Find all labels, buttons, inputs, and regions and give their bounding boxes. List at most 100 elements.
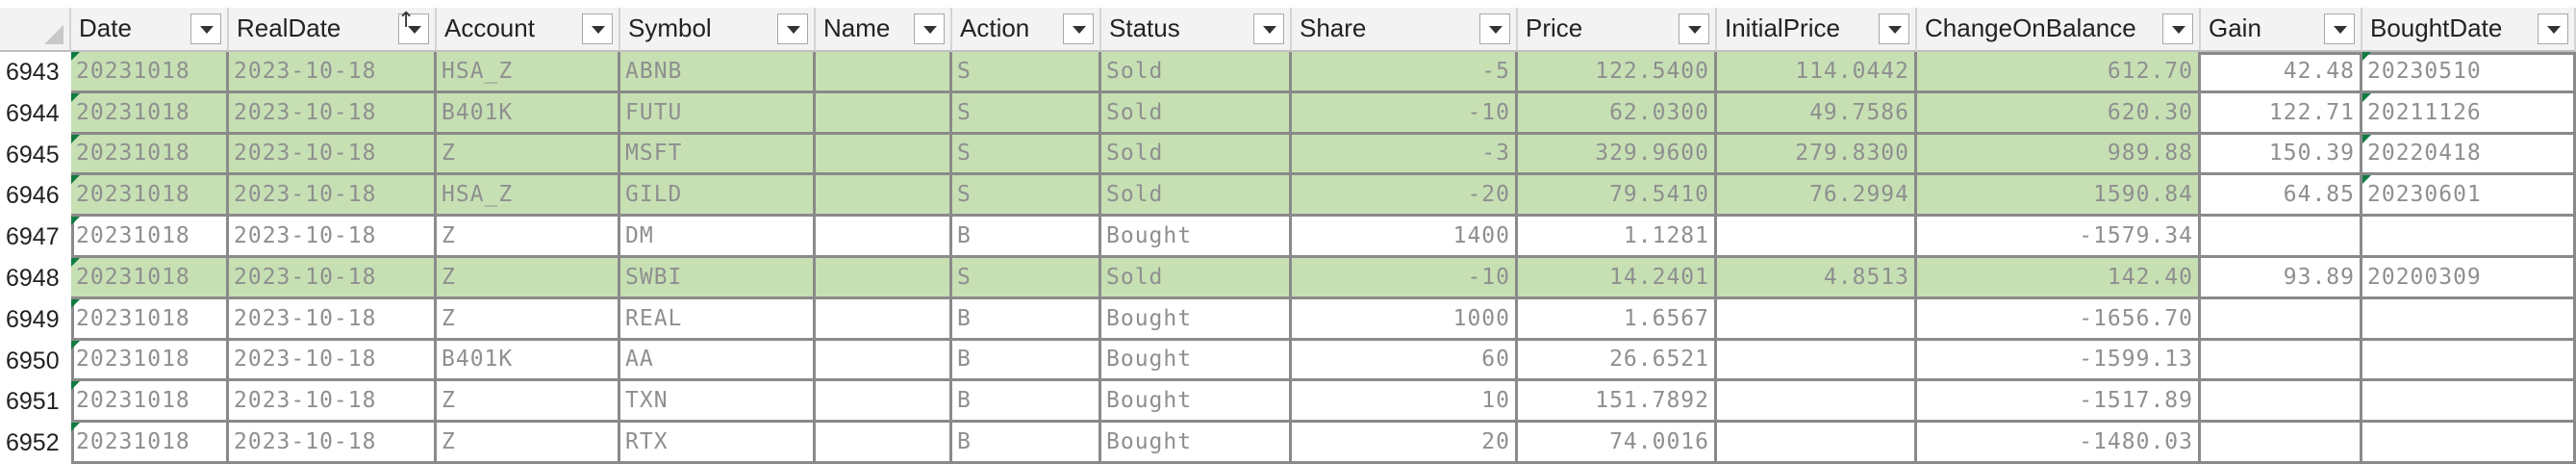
table-cell-share[interactable]: -10 bbox=[1292, 92, 1518, 135]
column-header-price[interactable]: Price bbox=[1518, 8, 1717, 52]
table-cell-name[interactable] bbox=[816, 134, 952, 176]
table-cell-changeonbalance[interactable]: -1599.13 bbox=[1917, 340, 2201, 382]
chevron-down-icon[interactable] bbox=[1679, 13, 1709, 44]
chevron-down-icon[interactable] bbox=[777, 13, 808, 44]
table-cell-date[interactable]: 20231018 bbox=[71, 52, 229, 93]
table-cell-date[interactable]: 20231018 bbox=[71, 258, 229, 299]
table-cell-status[interactable]: Bought bbox=[1101, 423, 1292, 464]
table-cell-realdate[interactable]: 2023-10-18 bbox=[229, 217, 437, 258]
table-cell-initialprice[interactable]: 4.8513 bbox=[1717, 258, 1917, 299]
row-header[interactable]: 6945 bbox=[0, 134, 71, 176]
column-header-boughtdate[interactable]: BoughtDate bbox=[2362, 8, 2576, 52]
table-cell-share[interactable]: -3 bbox=[1292, 134, 1518, 176]
table-cell-price[interactable]: 329.9600 bbox=[1518, 134, 1717, 176]
table-cell-date[interactable]: 20231018 bbox=[71, 217, 229, 258]
table-cell-account[interactable]: Z bbox=[437, 381, 620, 424]
table-cell-price[interactable]: 26.6521 bbox=[1518, 340, 1717, 382]
table-cell-initialprice[interactable] bbox=[1717, 381, 1917, 424]
table-cell-price[interactable]: 62.0300 bbox=[1518, 92, 1717, 135]
table-cell-symbol[interactable]: REAL bbox=[620, 298, 816, 341]
column-header-date[interactable]: Date bbox=[71, 8, 229, 52]
table-cell-realdate[interactable]: 2023-10-18 bbox=[229, 298, 437, 341]
chevron-down-icon[interactable] bbox=[914, 13, 945, 44]
table-cell-status[interactable]: Bought bbox=[1101, 298, 1292, 341]
table-cell-share[interactable]: 10 bbox=[1292, 381, 1518, 424]
column-header-action[interactable]: Action bbox=[952, 8, 1101, 52]
chevron-down-icon[interactable] bbox=[1479, 13, 1510, 44]
table-cell-initialprice[interactable] bbox=[1717, 217, 1917, 258]
table-cell-share[interactable]: -10 bbox=[1292, 258, 1518, 299]
sort-ascending-icon[interactable] bbox=[397, 9, 429, 44]
table-cell-gain[interactable]: 122.71 bbox=[2201, 92, 2362, 135]
table-cell-boughtdate[interactable] bbox=[2362, 298, 2576, 341]
chevron-down-icon[interactable] bbox=[2162, 13, 2193, 44]
table-cell-account[interactable]: Z bbox=[437, 217, 620, 258]
table-cell-account[interactable]: HSA_Z bbox=[437, 52, 620, 93]
table-cell-account[interactable]: HSA_Z bbox=[437, 175, 620, 218]
table-cell-gain[interactable] bbox=[2201, 217, 2362, 258]
table-cell-gain[interactable]: 150.39 bbox=[2201, 134, 2362, 176]
column-header-share[interactable]: Share bbox=[1292, 8, 1518, 52]
table-cell-name[interactable] bbox=[816, 340, 952, 382]
table-cell-name[interactable] bbox=[816, 175, 952, 218]
table-cell-account[interactable]: Z bbox=[437, 258, 620, 299]
table-cell-date[interactable]: 20231018 bbox=[71, 298, 229, 341]
chevron-down-icon[interactable] bbox=[2538, 13, 2568, 44]
table-cell-date[interactable]: 20231018 bbox=[71, 175, 229, 218]
chevron-down-icon[interactable] bbox=[2324, 13, 2355, 44]
table-cell-date[interactable]: 20231018 bbox=[71, 340, 229, 382]
table-cell-name[interactable] bbox=[816, 217, 952, 258]
row-header[interactable]: 6947 bbox=[0, 217, 71, 258]
table-cell-name[interactable] bbox=[816, 423, 952, 464]
table-cell-initialprice[interactable] bbox=[1717, 423, 1917, 464]
table-cell-symbol[interactable]: AA bbox=[620, 340, 816, 382]
table-cell-action[interactable]: S bbox=[952, 175, 1101, 218]
table-cell-date[interactable]: 20231018 bbox=[71, 423, 229, 464]
table-cell-realdate[interactable]: 2023-10-18 bbox=[229, 134, 437, 176]
table-cell-date[interactable]: 20231018 bbox=[71, 381, 229, 424]
table-cell-realdate[interactable]: 2023-10-18 bbox=[229, 52, 437, 93]
chevron-down-icon[interactable] bbox=[1879, 13, 1909, 44]
table-cell-action[interactable]: B bbox=[952, 423, 1101, 464]
chevron-down-icon[interactable] bbox=[1253, 13, 1284, 44]
table-cell-share[interactable]: 20 bbox=[1292, 423, 1518, 464]
row-header[interactable]: 6952 bbox=[0, 423, 71, 464]
table-cell-symbol[interactable]: SWBI bbox=[620, 258, 816, 299]
table-cell-initialprice[interactable]: 279.8300 bbox=[1717, 134, 1917, 176]
table-cell-gain[interactable] bbox=[2201, 340, 2362, 382]
table-cell-date[interactable]: 20231018 bbox=[71, 134, 229, 176]
table-cell-price[interactable]: 122.5400 bbox=[1518, 52, 1717, 93]
table-cell-name[interactable] bbox=[816, 92, 952, 135]
table-cell-name[interactable] bbox=[816, 52, 952, 93]
table-cell-account[interactable]: B401K bbox=[437, 92, 620, 135]
table-cell-symbol[interactable]: TXN bbox=[620, 381, 816, 424]
table-cell-changeonbalance[interactable]: -1480.03 bbox=[1917, 423, 2201, 464]
table-cell-changeonbalance[interactable]: 142.40 bbox=[1917, 258, 2201, 299]
table-cell-boughtdate[interactable] bbox=[2362, 217, 2576, 258]
select-all-icon[interactable] bbox=[0, 8, 71, 52]
row-header[interactable]: 6943 bbox=[0, 52, 71, 93]
table-cell-status[interactable]: Sold bbox=[1101, 175, 1292, 218]
column-header-name[interactable]: Name bbox=[816, 8, 952, 52]
table-cell-changeonbalance[interactable]: -1656.70 bbox=[1917, 298, 2201, 341]
table-cell-symbol[interactable]: RTX bbox=[620, 423, 816, 464]
table-cell-realdate[interactable]: 2023-10-18 bbox=[229, 381, 437, 424]
table-cell-initialprice[interactable]: 49.7586 bbox=[1717, 92, 1917, 135]
table-cell-action[interactable]: B bbox=[952, 381, 1101, 424]
table-cell-gain[interactable] bbox=[2201, 381, 2362, 424]
table-cell-action[interactable]: B bbox=[952, 298, 1101, 341]
table-cell-share[interactable]: 60 bbox=[1292, 340, 1518, 382]
table-cell-boughtdate[interactable]: 20200309 bbox=[2362, 258, 2576, 299]
table-cell-status[interactable]: Sold bbox=[1101, 92, 1292, 135]
chevron-down-icon[interactable] bbox=[1063, 13, 1094, 44]
column-header-initialprice[interactable]: InitialPrice bbox=[1717, 8, 1917, 52]
table-cell-boughtdate[interactable] bbox=[2362, 381, 2576, 424]
table-cell-action[interactable]: S bbox=[952, 92, 1101, 135]
table-cell-share[interactable]: 1400 bbox=[1292, 217, 1518, 258]
table-cell-boughtdate[interactable]: 20230510 bbox=[2362, 52, 2576, 93]
chevron-down-icon[interactable] bbox=[190, 13, 221, 44]
table-cell-boughtdate[interactable] bbox=[2362, 340, 2576, 382]
row-header[interactable]: 6950 bbox=[0, 340, 71, 382]
table-cell-gain[interactable]: 93.89 bbox=[2201, 258, 2362, 299]
table-cell-changeonbalance[interactable]: 989.88 bbox=[1917, 134, 2201, 176]
